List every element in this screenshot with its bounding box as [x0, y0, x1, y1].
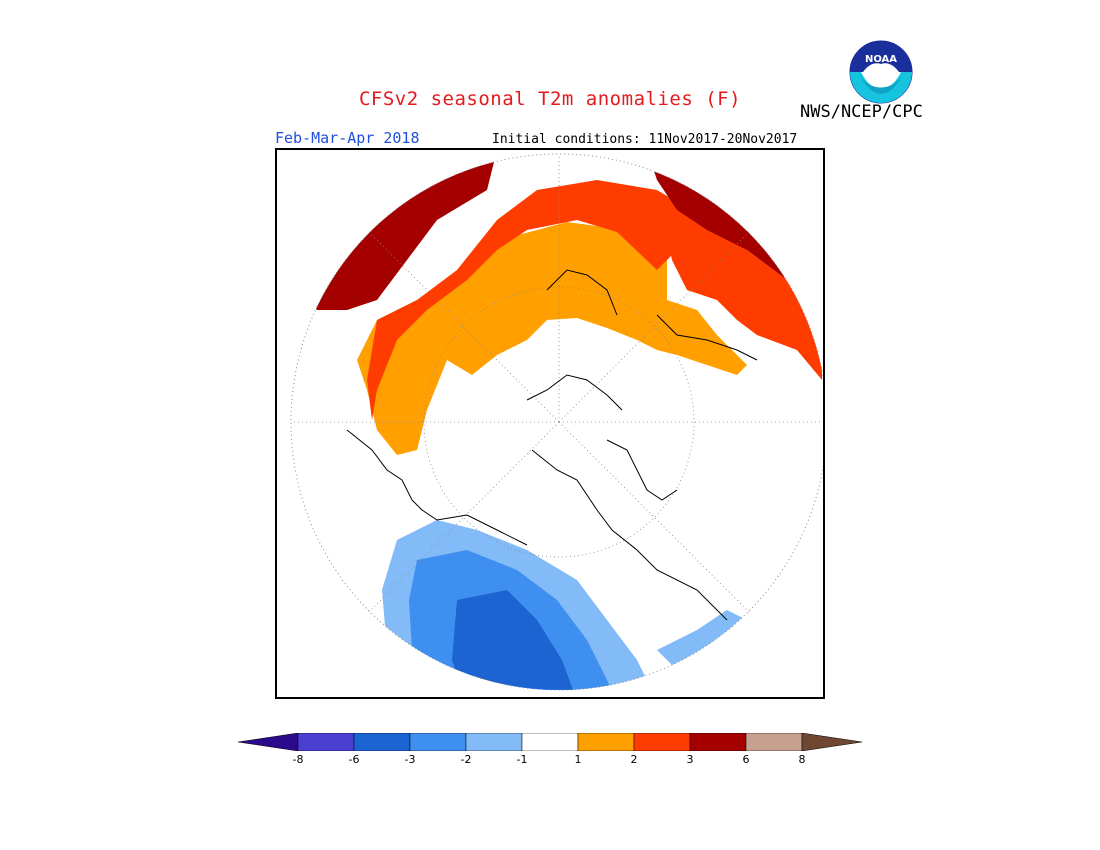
legend-tick: -8	[292, 753, 304, 766]
legend-bin	[297, 732, 355, 752]
noaa-logo-text: NOAA	[865, 54, 897, 65]
anomaly-neg1to2-greenland	[657, 610, 747, 670]
legend-tick: -2	[460, 753, 472, 766]
legend-tick: 2	[630, 753, 638, 766]
graticule	[291, 154, 823, 613]
forecast-period: Feb-Mar-Apr 2018	[275, 129, 420, 147]
legend-tick: 3	[686, 753, 694, 766]
legend-bin-min	[237, 732, 299, 752]
legend-tick: -3	[404, 753, 416, 766]
legend-bin	[577, 732, 635, 752]
agency-label: NWS/NCEP/CPC	[800, 102, 923, 122]
legend-tick: 8	[798, 753, 806, 766]
map-boundary	[290, 153, 823, 691]
legend-bin	[409, 732, 467, 752]
legend-bin	[353, 732, 411, 752]
anomaly-neg3to6-na	[452, 590, 577, 690]
initial-conditions: Initial conditions: 11Nov2017-20Nov2017	[492, 132, 798, 147]
legend-tick: 1	[574, 753, 582, 766]
noaa-logo: NOAA	[849, 40, 913, 104]
legend-bin	[633, 732, 691, 752]
legend-bin	[521, 732, 579, 752]
anomaly-2to3-europe	[367, 180, 677, 420]
anomaly-3to6-west	[307, 154, 497, 310]
coastlines	[346, 269, 758, 621]
anomaly-1to2-eurasia	[357, 222, 667, 455]
legend-tick: -1	[516, 753, 528, 766]
polar-map	[275, 148, 825, 699]
legend-bin	[745, 732, 803, 752]
legend-bin	[465, 732, 523, 752]
legend-bin-max	[801, 732, 863, 752]
legend-tick: -6	[348, 753, 360, 766]
map-title: CFSv2 seasonal T2m anomalies (F)	[358, 88, 742, 110]
anomaly-2to3-siberia	[657, 190, 822, 380]
legend-tick: 6	[742, 753, 750, 766]
legend-bin	[689, 732, 747, 752]
legend-colorbar	[237, 732, 863, 752]
